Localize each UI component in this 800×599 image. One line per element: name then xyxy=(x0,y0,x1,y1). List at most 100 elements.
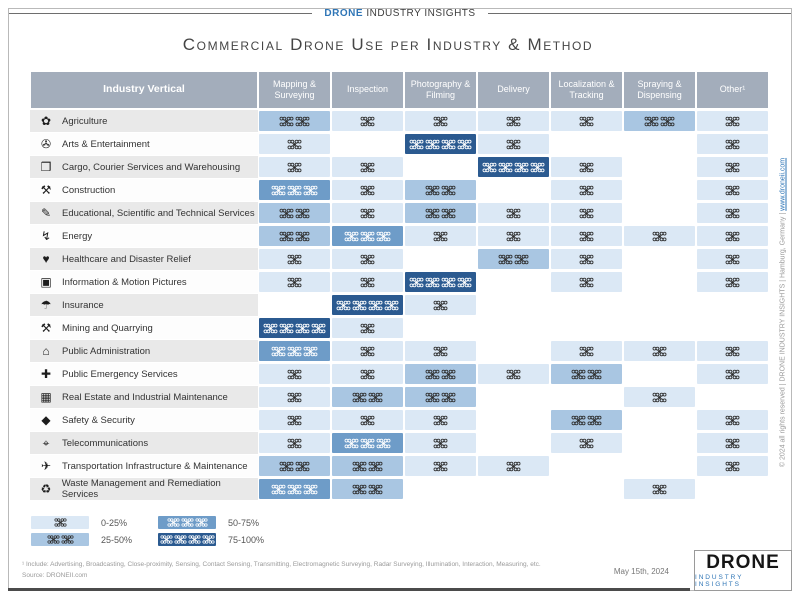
usage-cell xyxy=(477,179,550,202)
industry-label: Public Administration xyxy=(62,345,151,357)
drone-icon xyxy=(433,438,448,448)
usage-cell xyxy=(477,455,550,478)
industry-cell: ♥ Healthcare and Disaster Relief xyxy=(30,248,258,270)
drone-icon xyxy=(579,277,594,287)
drone-icon xyxy=(295,231,310,241)
usage-cell xyxy=(550,179,623,202)
column-header: Spraying & Dispensing xyxy=(623,72,696,110)
industry-cell: ✚ Public Emergency Services xyxy=(30,363,258,385)
usage-cell xyxy=(404,225,477,248)
drone-icon xyxy=(457,277,472,287)
drone-icon xyxy=(579,254,594,264)
legend-swatch xyxy=(31,516,89,529)
drone-icon xyxy=(360,438,375,448)
usage-cell xyxy=(696,202,769,225)
header-row: Industry Vertical Mapping & Surveying Ins… xyxy=(30,72,769,110)
construction-icon: ⚒ xyxy=(40,183,52,197)
industry-label: Energy xyxy=(62,230,93,242)
legend-swatch xyxy=(158,516,217,529)
drone-icon xyxy=(652,392,667,402)
brand-rule-right xyxy=(487,13,792,14)
drone-icon xyxy=(725,369,740,379)
column-header: Localization & Tracking xyxy=(550,72,623,110)
footnote: ¹ Include: Advertising, Broadcasting, Cl… xyxy=(22,559,602,581)
legend-label: 75-100% xyxy=(228,534,265,545)
emergency-services-icon: ✚ xyxy=(40,367,52,381)
usage-cell xyxy=(696,271,769,294)
safety-security-icon: ◆ xyxy=(41,413,51,427)
drone-icon xyxy=(160,535,173,544)
table-row: ◆ Safety & Security xyxy=(30,409,769,432)
usage-cell xyxy=(258,478,331,501)
drone-icon xyxy=(46,535,60,544)
usage-level-2 xyxy=(551,410,622,430)
usage-cell xyxy=(550,271,623,294)
usage-level-1 xyxy=(332,111,403,131)
legend-swatch xyxy=(31,533,89,546)
usage-cell xyxy=(258,409,331,432)
drone-icon xyxy=(579,231,594,241)
industry-cell: ▣ Information & Motion Pictures xyxy=(30,271,258,293)
usage-cell xyxy=(404,432,477,455)
drone-icon xyxy=(441,185,456,195)
usage-level-1 xyxy=(478,226,549,246)
usage-cell xyxy=(404,133,477,156)
drone-icon xyxy=(360,369,375,379)
usage-level-1 xyxy=(551,272,622,292)
industry-cell: ✈ Transportation Infrastructure & Mainten… xyxy=(30,455,258,477)
column-header: Delivery xyxy=(477,72,550,110)
usage-cell xyxy=(404,248,477,271)
usage-cell xyxy=(331,386,404,409)
usage-cell xyxy=(623,202,696,225)
column-header: Inspection xyxy=(331,72,404,110)
waste-icon: ♻ xyxy=(40,482,52,496)
usage-cell xyxy=(696,386,769,409)
drone-icon xyxy=(433,231,448,241)
drone-icon xyxy=(295,208,310,218)
usage-cell xyxy=(331,225,404,248)
usage-cell xyxy=(404,179,477,202)
usage-level-2 xyxy=(478,249,549,269)
usage-level-4 xyxy=(332,295,403,315)
usage-level-1 xyxy=(405,226,476,246)
drone-icon xyxy=(303,185,318,195)
drone-icon xyxy=(571,369,586,379)
industry-cell: ⚒ Construction xyxy=(30,179,258,201)
usage-cell xyxy=(623,294,696,317)
usage-cell xyxy=(550,133,623,156)
legend-item: 0-25% xyxy=(31,515,132,530)
drone-icon xyxy=(376,231,391,241)
website-link[interactable]: www.droneii.com xyxy=(779,157,787,211)
drone-icon xyxy=(506,461,521,471)
drone-icon xyxy=(425,277,440,287)
footnote-include: ¹ Include: Advertising, Broadcasting, Cl… xyxy=(22,561,541,568)
usage-level-2 xyxy=(259,226,330,246)
usage-cell xyxy=(623,432,696,455)
footnote-source[interactable]: Source: DRONEII.com xyxy=(22,572,88,580)
drone-icon xyxy=(287,185,302,195)
usage-level-1 xyxy=(697,272,768,292)
industry-cell: ⚒ Mining and Quarrying xyxy=(30,317,258,339)
usage-level-1 xyxy=(551,226,622,246)
drone-icon xyxy=(287,369,302,379)
drone-icon xyxy=(725,231,740,241)
usage-level-1 xyxy=(551,249,622,269)
drone-icon xyxy=(725,139,740,149)
drone-icon xyxy=(60,535,74,544)
table-row: ✎ Educational, Scientific and Technical S… xyxy=(30,202,769,225)
usage-cell xyxy=(331,478,404,501)
drone-icon xyxy=(195,518,208,527)
usage-level-1 xyxy=(697,157,768,177)
drone-icon xyxy=(287,277,302,287)
usage-cell xyxy=(477,432,550,455)
drone-icon xyxy=(579,185,594,195)
column-header-label: Delivery xyxy=(478,72,549,108)
usage-cell xyxy=(623,455,696,478)
industry-cell: ✎ Educational, Scientific and Technical S… xyxy=(30,202,258,224)
usage-level-1 xyxy=(332,249,403,269)
drone-icon xyxy=(287,162,302,172)
table-row: ❒ Cargo, Courier Services and Warehousing xyxy=(30,156,769,179)
drone-icon xyxy=(295,116,310,126)
usage-level-1 xyxy=(478,203,549,223)
usage-cell xyxy=(550,156,623,179)
